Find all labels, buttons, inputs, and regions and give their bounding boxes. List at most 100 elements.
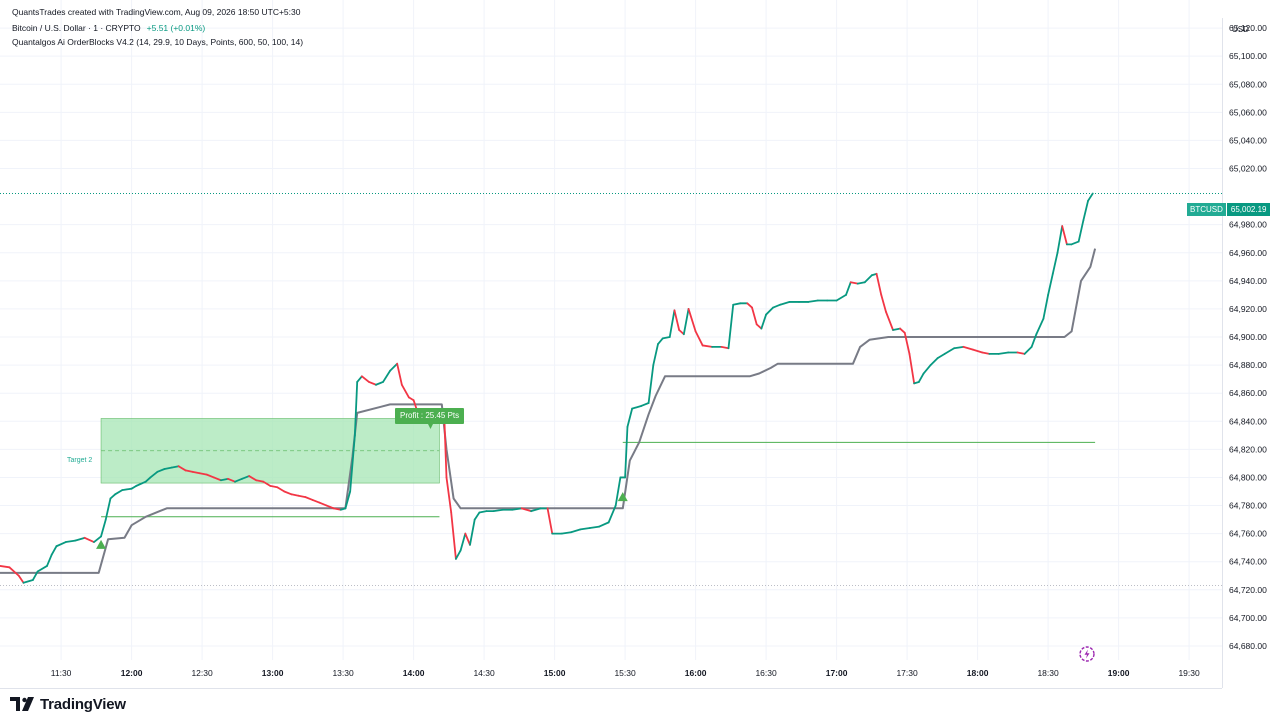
y-tick-label: 64,740.00 bbox=[1229, 557, 1267, 567]
price-segment bbox=[607, 504, 617, 524]
symbol-line[interactable]: Bitcoin / U.S. Dollar · 1 · CRYPTO +5.51 … bbox=[12, 23, 205, 33]
price-segment bbox=[640, 402, 650, 407]
x-tick-label: 12:00 bbox=[121, 668, 143, 678]
y-tick-label: 64,920.00 bbox=[1229, 304, 1267, 314]
price-segment bbox=[170, 465, 180, 469]
price-segment bbox=[570, 528, 582, 534]
price-segment bbox=[668, 309, 676, 338]
x-tick-label: 17:30 bbox=[896, 668, 918, 678]
price-segment bbox=[1030, 333, 1038, 348]
y-tick-label: 64,720.00 bbox=[1229, 585, 1267, 595]
price-segment bbox=[943, 347, 955, 355]
last-price-value: 65,002.19 bbox=[1226, 203, 1271, 216]
price-segment bbox=[318, 501, 328, 507]
price-segment bbox=[694, 330, 704, 347]
price-segment bbox=[325, 504, 335, 510]
price-segment bbox=[283, 490, 293, 496]
y-tick-label: 65,100.00 bbox=[1229, 51, 1267, 61]
price-segment bbox=[130, 484, 138, 490]
price-segment bbox=[626, 407, 634, 428]
price-segment bbox=[1023, 345, 1033, 355]
price-segment bbox=[1082, 199, 1089, 222]
price-segment bbox=[163, 466, 173, 470]
price-segment bbox=[624, 425, 629, 479]
y-tick-label: 64,840.00 bbox=[1229, 416, 1267, 426]
price-segment bbox=[135, 480, 147, 487]
y-tick-label: 64,940.00 bbox=[1229, 276, 1267, 286]
price-segment bbox=[863, 274, 873, 284]
price-segment bbox=[93, 535, 102, 543]
price-segment bbox=[74, 536, 86, 542]
price-segment bbox=[875, 272, 883, 296]
indicator-legend[interactable]: Quantalgos Ai OrderBlocks V4.2 (14, 29.9… bbox=[12, 37, 304, 47]
y-tick-label: 64,860.00 bbox=[1229, 388, 1267, 398]
price-segment bbox=[64, 539, 77, 543]
price-segment bbox=[368, 381, 377, 386]
tradingview-logo-icon bbox=[10, 697, 34, 711]
price-segment bbox=[149, 470, 159, 479]
price-segment bbox=[1047, 272, 1054, 296]
price-segment bbox=[304, 496, 314, 501]
price-segment bbox=[1035, 317, 1045, 336]
price-segment bbox=[1016, 351, 1026, 355]
price-segment bbox=[234, 477, 243, 483]
price-segment bbox=[962, 345, 974, 351]
price-segment bbox=[375, 381, 384, 386]
price-segment bbox=[903, 331, 911, 355]
x-tick-label: 13:00 bbox=[262, 668, 284, 678]
tradingview-logo[interactable]: TradingView bbox=[10, 693, 126, 715]
y-tick-label: 64,800.00 bbox=[1229, 472, 1267, 482]
price-segment bbox=[492, 508, 504, 513]
price-segment bbox=[1042, 293, 1049, 320]
baseline-series bbox=[0, 248, 1097, 574]
x-tick-label: 19:00 bbox=[1108, 668, 1130, 678]
price-segment bbox=[511, 507, 523, 511]
currency-label[interactable]: USD bbox=[1232, 25, 1249, 34]
x-tick-label: 14:00 bbox=[403, 668, 425, 678]
price-segment bbox=[614, 476, 622, 507]
y-tick-label: 64,780.00 bbox=[1229, 501, 1267, 511]
price-segment bbox=[845, 281, 852, 296]
y-tick-label: 64,960.00 bbox=[1229, 248, 1267, 258]
price-segment bbox=[560, 531, 572, 535]
y-tick-label: 64,900.00 bbox=[1229, 332, 1267, 342]
price-segment bbox=[212, 476, 222, 482]
x-tick-label: 15:30 bbox=[614, 668, 636, 678]
price-segment bbox=[297, 494, 307, 499]
price-segment bbox=[0, 565, 11, 569]
price-segment bbox=[880, 293, 887, 313]
price-segment bbox=[1061, 225, 1068, 246]
price-segment bbox=[349, 434, 356, 493]
price-segment bbox=[121, 487, 133, 491]
y-tick-label: 65,040.00 bbox=[1229, 135, 1267, 145]
price-segment bbox=[1077, 219, 1085, 243]
price-segment bbox=[360, 375, 370, 383]
y-tick-label: 64,880.00 bbox=[1229, 360, 1267, 370]
price-segment bbox=[1056, 225, 1064, 254]
price-segment bbox=[144, 476, 152, 483]
price-segment bbox=[198, 472, 208, 476]
price-segment bbox=[892, 327, 901, 331]
price-segment bbox=[917, 372, 925, 383]
profit-label: Profit : 25.45 Pts bbox=[395, 408, 465, 424]
price-segment bbox=[727, 303, 735, 350]
price-segment bbox=[50, 545, 58, 556]
replay-icon[interactable] bbox=[1078, 645, 1096, 663]
price-segment bbox=[687, 308, 697, 333]
price-segment bbox=[464, 532, 471, 546]
price-segment bbox=[8, 566, 20, 577]
x-tick-label: 16:30 bbox=[755, 668, 777, 678]
price-segment bbox=[311, 499, 321, 504]
price-segment bbox=[382, 369, 392, 383]
y-tick-label: 64,760.00 bbox=[1229, 529, 1267, 539]
price-segment bbox=[177, 465, 187, 472]
price-segment bbox=[46, 553, 53, 567]
price-segment bbox=[701, 344, 713, 348]
x-tick-label: 13:30 bbox=[332, 668, 354, 678]
x-tick-label: 17:00 bbox=[826, 668, 848, 678]
price-segment bbox=[109, 493, 117, 500]
price-segment bbox=[450, 511, 457, 560]
tradingview-wordmark: TradingView bbox=[40, 695, 126, 713]
price-segment bbox=[936, 352, 946, 359]
